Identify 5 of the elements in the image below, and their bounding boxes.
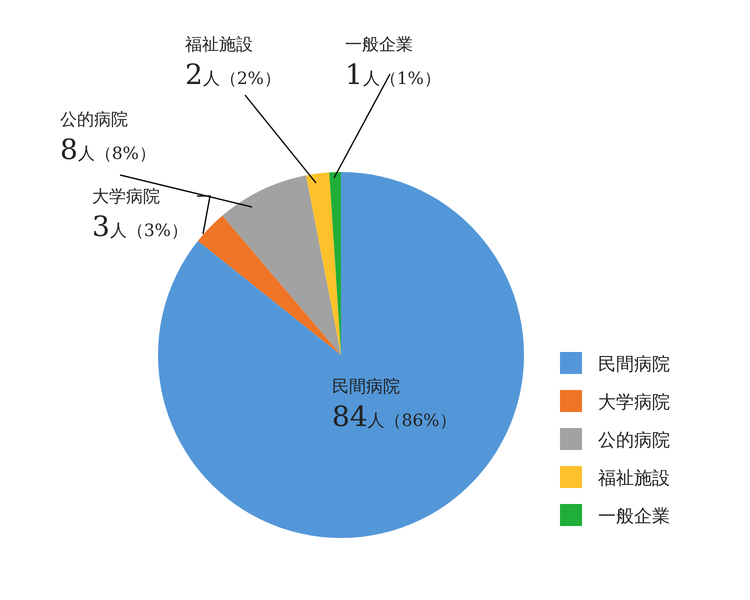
legend-label: 大学病院	[598, 392, 670, 413]
legend-label: 一般企業	[598, 506, 670, 527]
legend-label: 民間病院	[598, 354, 670, 375]
legend-label: 公的病院	[598, 430, 670, 451]
legend-label: 福祉施設	[598, 468, 670, 489]
